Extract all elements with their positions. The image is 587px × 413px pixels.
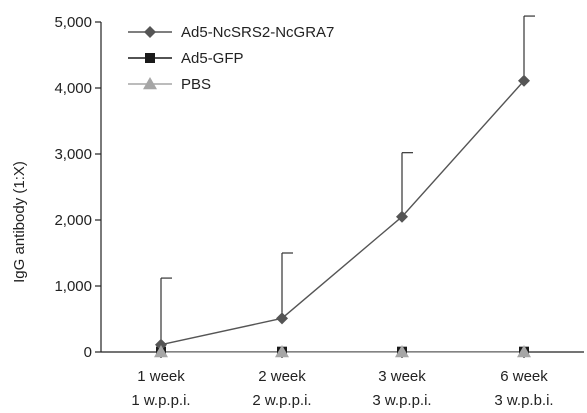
- x-tick-label-line2: 1 w.p.p.i.: [131, 392, 190, 409]
- data-point-diamond: [155, 338, 167, 351]
- data-point-triangle: [154, 345, 168, 358]
- legend-item: PBS: [128, 76, 211, 93]
- x-tick-label-line2: 3 w.p.p.i.: [372, 392, 431, 409]
- x-tick-label-line1: 6 week: [500, 368, 548, 385]
- data-point-triangle: [275, 345, 289, 358]
- legend-marker-triangle: [143, 77, 157, 90]
- axes: [100, 22, 584, 353]
- data-point-diamond: [518, 74, 530, 87]
- legend-label: Ad5-NcSRS2-NcGRA7: [181, 24, 334, 41]
- series-layer: [154, 15, 535, 358]
- y-tick-label: 1,000: [54, 278, 92, 295]
- data-point-diamond: [276, 312, 288, 325]
- legend: Ad5-NcSRS2-NcGRA7 Ad5-GFP PBS: [128, 24, 334, 93]
- legend-item: Ad5-NcSRS2-NcGRA7: [128, 24, 334, 41]
- x-axis-ticks: 1 week 1 w.p.p.i. 2 week 2 w.p.p.i. 3 week 3 …: [131, 352, 554, 409]
- x-tick-label-line2: 3 w.p.b.i.: [494, 392, 553, 409]
- y-tick-label: 4,000: [54, 80, 92, 97]
- y-tick-label: 2,000: [54, 212, 92, 229]
- data-point-triangle: [395, 345, 409, 358]
- y-tick-label: 5,000: [54, 14, 92, 31]
- series-line: [160, 80, 525, 346]
- y-tick-label: 3,000: [54, 146, 92, 163]
- data-point-diamond: [396, 210, 408, 223]
- legend-marker-square: [145, 53, 155, 63]
- legend-marker-diamond: [144, 26, 156, 38]
- y-axis-ticks: 0 1,000 2,000 3,000 4,000 5,000: [54, 14, 101, 361]
- markers-pbs: [154, 345, 531, 358]
- data-point-triangle: [517, 345, 531, 358]
- y-axis-title: IgG antibody (1:X): [11, 161, 28, 283]
- x-tick-label-line2: 2 w.p.p.i.: [252, 392, 311, 409]
- legend-label: PBS: [181, 76, 211, 93]
- markers-ad5-ncsrs2-ncgra7: [155, 74, 530, 351]
- x-tick-label-line1: 1 week: [137, 368, 185, 385]
- x-tick-label-line1: 3 week: [378, 368, 426, 385]
- y-tick-label: 0: [84, 344, 92, 361]
- legend-label: Ad5-GFP: [181, 50, 244, 67]
- legend-item: Ad5-GFP: [128, 50, 244, 67]
- series-ad5-ncsrs2-ncgra7: [160, 15, 535, 346]
- x-tick-label-line1: 2 week: [258, 368, 306, 385]
